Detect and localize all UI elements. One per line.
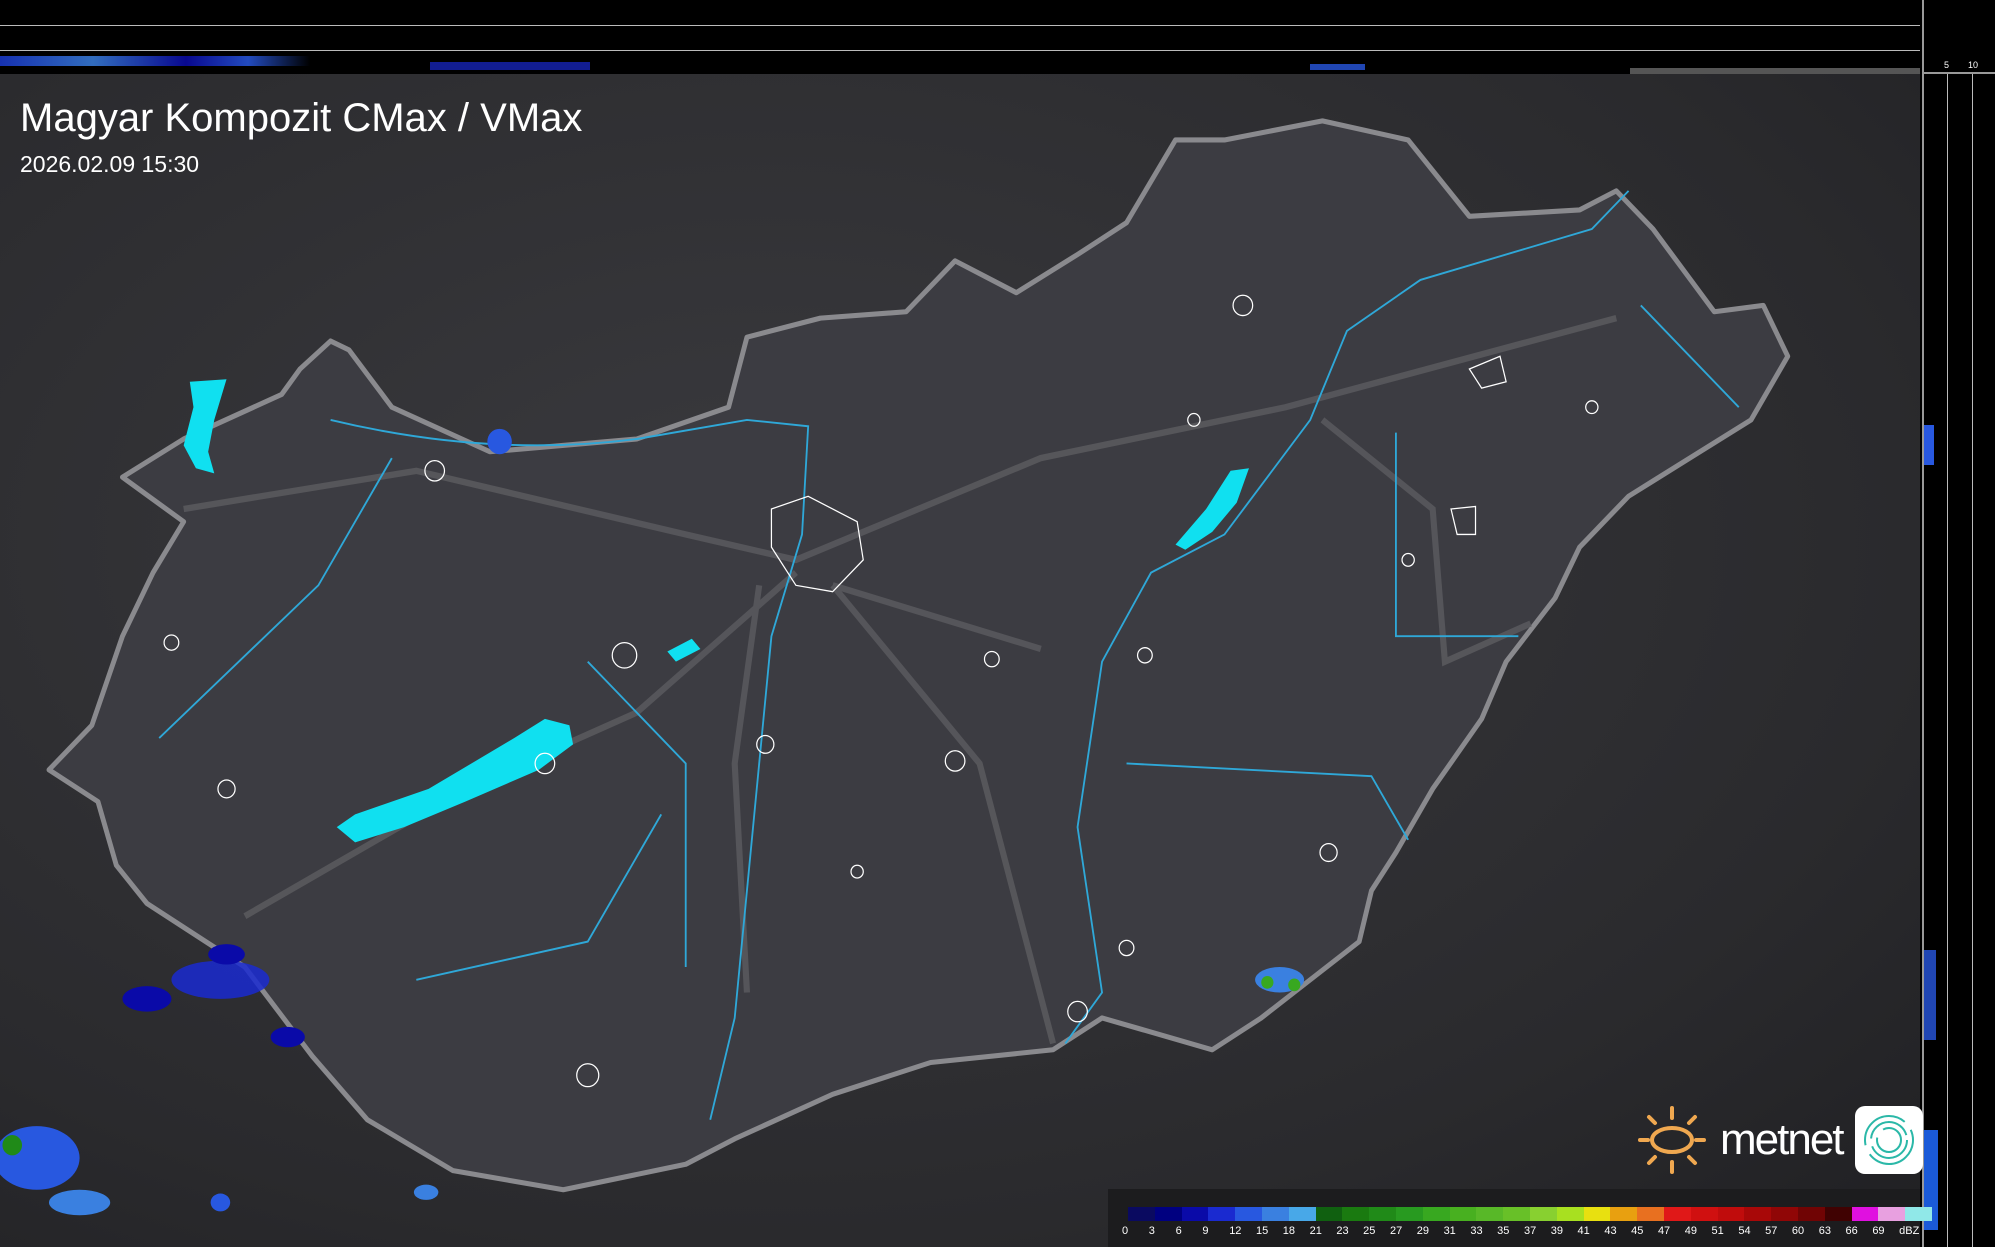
lake-ferto <box>183 379 227 474</box>
map-title: Magyar Kompozit CMax / VMax <box>20 96 583 140</box>
legend-label: 54 <box>1738 1225 1751 1237</box>
legend-swatch <box>1637 1207 1664 1221</box>
legend-swatch <box>1422 1207 1450 1221</box>
legend-swatch <box>1395 1207 1423 1221</box>
gridline <box>1972 74 1973 1247</box>
legend-label: 0 <box>1122 1225 1129 1237</box>
sun-logo-icon <box>1638 1106 1706 1174</box>
legend-swatch <box>1315 1207 1343 1221</box>
legend-swatch <box>1905 1207 1932 1221</box>
axis-tick: 5 <box>1944 60 1950 70</box>
legend-swatch <box>1663 1207 1691 1221</box>
legend-unit: dBZ <box>1899 1225 1920 1237</box>
legend-label: 51 <box>1711 1225 1724 1237</box>
legend-swatch <box>1797 1207 1825 1221</box>
legend-swatch <box>1476 1207 1504 1221</box>
map-overlay <box>0 118 1791 1216</box>
legend-label: 3 <box>1148 1225 1155 1237</box>
legend-swatch <box>1824 1207 1852 1221</box>
legend-label: 35 <box>1497 1225 1510 1237</box>
profile-echo <box>1924 1130 1938 1230</box>
gridline <box>0 25 1920 26</box>
dbz-color-legend: 0 3 6 9 12 15 18 21 23 25 27 29 31 33 35 37 39 41 43 45 47 49… <box>1108 1189 1932 1247</box>
legend-swatch <box>1744 1207 1772 1221</box>
legend-label: 49 <box>1684 1225 1697 1237</box>
profile-echo <box>1924 425 1934 465</box>
axis-line <box>1924 72 1995 74</box>
legend-swatch <box>1529 1207 1557 1221</box>
legend-swatch <box>1503 1207 1530 1221</box>
legend-label: 43 <box>1604 1225 1617 1237</box>
legend-swatch <box>1851 1207 1879 1221</box>
gridline <box>0 50 1920 51</box>
legend-label: 31 <box>1443 1225 1456 1237</box>
legend-swatch <box>1771 1207 1798 1221</box>
legend-swatch <box>1583 1207 1611 1221</box>
legend-label: 37 <box>1523 1225 1537 1237</box>
gridline <box>1947 74 1948 1247</box>
legend-swatch <box>1261 1207 1289 1221</box>
map-timestamp: 2026.02.09 15:30 <box>20 151 200 177</box>
legend-label: 21 <box>1309 1225 1322 1237</box>
legend-swatch <box>1878 1207 1906 1221</box>
legend-label: 15 <box>1255 1225 1269 1237</box>
legend-swatch <box>1154 1207 1182 1221</box>
legend-label: 18 <box>1282 1225 1296 1237</box>
lake-velence <box>667 638 701 662</box>
legend-label: 23 <box>1336 1225 1349 1237</box>
legend-swatch <box>1690 1207 1718 1221</box>
app-logo-icon <box>1854 1106 1923 1174</box>
danube-river <box>330 418 810 1120</box>
profile-base <box>1630 68 1920 74</box>
legend-swatch <box>1369 1207 1396 1221</box>
legend-label: 47 <box>1657 1225 1671 1237</box>
legend-labels: 0 3 6 9 12 15 18 21 23 25 27 29 31 33 35 37 39 41 43 45 47 49… <box>1122 1225 1926 1237</box>
legend-label: 9 <box>1202 1225 1209 1237</box>
metnet-logo[interactable]: metnet <box>1636 1104 1923 1176</box>
hungary-country <box>46 118 1791 1193</box>
legend-swatch <box>1449 1207 1477 1221</box>
legend-label: 63 <box>1818 1225 1831 1237</box>
metnet-wordmark: metnet <box>1720 1115 1845 1164</box>
legend-label: 57 <box>1765 1225 1778 1237</box>
legend-label: 66 <box>1845 1225 1858 1237</box>
profile-echo <box>1310 64 1365 70</box>
legend-label: 6 <box>1175 1225 1182 1237</box>
legend-label: 69 <box>1872 1225 1885 1237</box>
legend-label: 33 <box>1470 1225 1483 1237</box>
legend-label: 41 <box>1577 1225 1590 1237</box>
legend-label: 12 <box>1229 1225 1242 1237</box>
radar-profile-strip-right: 5 10 <box>1922 0 1995 1247</box>
lake-tisza <box>1175 468 1249 550</box>
settlements <box>163 294 1599 1088</box>
rivers <box>158 190 1740 1120</box>
lake-balaton <box>336 718 574 843</box>
lakes <box>183 379 1249 843</box>
profile-echo <box>0 56 310 66</box>
legend-label: 25 <box>1363 1225 1376 1237</box>
legend-swatch <box>1556 1207 1584 1221</box>
profile-echo <box>1924 950 1936 1040</box>
legend-label: 60 <box>1791 1225 1805 1237</box>
tisza-river <box>1064 190 1630 1044</box>
legend-swatch <box>1235 1207 1262 1221</box>
radar-echoes <box>0 428 1305 1216</box>
legend-label: 45 <box>1631 1225 1644 1237</box>
axis-tick: 10 <box>1968 60 1979 70</box>
legend-label: 29 <box>1416 1225 1430 1237</box>
legend-swatch <box>1208 1207 1236 1221</box>
legend-swatch <box>1342 1207 1370 1221</box>
legend-swatch <box>1181 1207 1209 1221</box>
legend-swatch <box>1128 1207 1155 1221</box>
legend-swatch <box>1610 1207 1638 1221</box>
legend-swatch <box>1288 1207 1316 1221</box>
profile-echo <box>430 62 590 70</box>
legend-color-bar <box>1128 1207 1932 1221</box>
legend-label: 39 <box>1550 1225 1563 1237</box>
legend-label: 27 <box>1389 1225 1403 1237</box>
legend-swatch <box>1717 1207 1745 1221</box>
